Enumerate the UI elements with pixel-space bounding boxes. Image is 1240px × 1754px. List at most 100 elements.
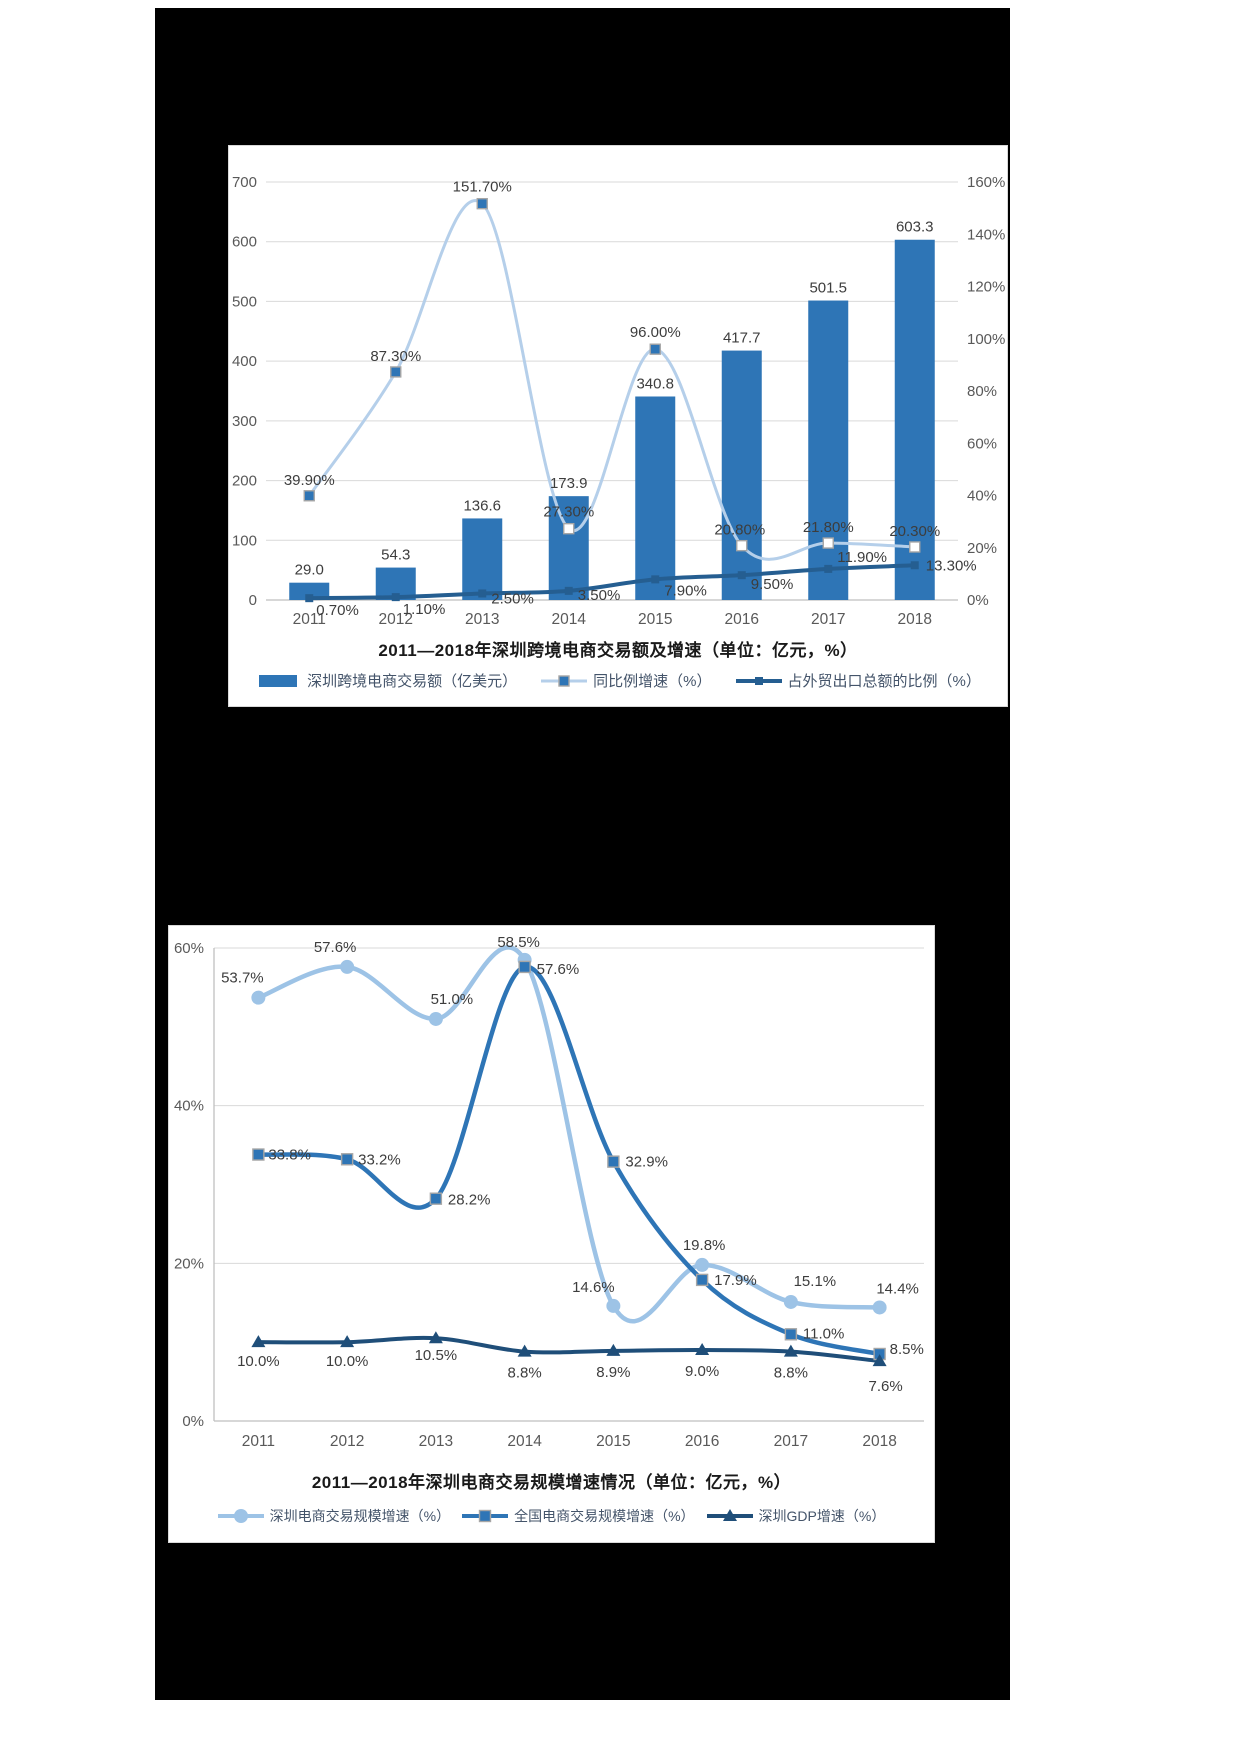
svg-text:300: 300 [232,413,257,430]
svg-text:0: 0 [249,592,257,609]
svg-text:2016: 2016 [685,1433,719,1448]
svg-text:54.3: 54.3 [381,547,410,564]
svg-text:2014: 2014 [552,611,587,628]
svg-text:2015: 2015 [596,1433,630,1448]
svg-text:2017: 2017 [811,611,845,628]
svg-text:28.2%: 28.2% [448,1192,491,1209]
svg-text:2018: 2018 [862,1433,896,1448]
svg-text:8.8%: 8.8% [774,1365,808,1382]
svg-text:53.7%: 53.7% [221,970,264,987]
svg-text:29.0: 29.0 [295,562,324,579]
svg-text:501.5: 501.5 [809,280,847,297]
svg-text:2013: 2013 [465,611,499,628]
chart2-legend-item-national-ecommerce: 全国电商交易规模增速（%） [462,1506,695,1526]
svg-text:60%: 60% [967,435,997,452]
chart2-title: 2011—2018年深圳电商交易规模增速情况（单位：亿元，%） [311,1473,792,1492]
svg-text:200: 200 [232,473,257,490]
svg-text:80%: 80% [967,383,997,400]
svg-text:0.70%: 0.70% [316,602,359,619]
chart2-legend-label-national-ecommerce: 全国电商交易规模增速（%） [514,1508,695,1524]
svg-text:8.5%: 8.5% [890,1341,924,1358]
svg-text:400: 400 [232,353,257,370]
svg-text:32.9%: 32.9% [625,1154,668,1171]
svg-text:9.0%: 9.0% [685,1363,719,1380]
svg-text:140%: 140% [967,226,1005,243]
svg-text:20%: 20% [174,1255,204,1272]
svg-text:11.0%: 11.0% [803,1325,844,1342]
svg-text:2015: 2015 [638,611,672,628]
chart1-legend-item-transactions: 深圳跨境电商交易额（亿美元） [255,670,517,691]
svg-text:120%: 120% [967,279,1005,296]
svg-text:51.0%: 51.0% [431,991,474,1008]
svg-text:11.90%: 11.90% [837,549,887,566]
svg-text:40%: 40% [967,488,997,505]
svg-text:500: 500 [232,293,257,310]
ecommerce-growth-line-chart: 0% 20% 40% 60% 2011 2012 2013 2014 2015 2016 2017 2… [174,934,924,1448]
svg-text:160%: 160% [967,174,1005,191]
svg-text:1.10%: 1.10% [403,601,446,618]
svg-text:9.50%: 9.50% [751,576,794,593]
svg-text:2012: 2012 [379,611,413,628]
bar-series-swatch-icon [259,674,298,687]
growth-line-swatch-icon [541,674,588,687]
svg-text:21.80%: 21.80% [803,519,854,536]
svg-text:600: 600 [232,234,257,251]
svg-text:20%: 20% [967,540,997,557]
svg-text:2.50%: 2.50% [491,590,534,607]
svg-text:20.80%: 20.80% [714,522,765,539]
svg-text:136.6: 136.6 [463,497,501,514]
svg-text:17.9%: 17.9% [714,1272,757,1289]
export-share-line-swatch-icon [735,676,782,685]
svg-text:87.30%: 87.30% [370,348,421,365]
svg-text:2018: 2018 [898,611,932,628]
chart1-legend-item-growth: 同比例增速（%） [541,670,712,691]
crossborder-ecommerce-chart-panel: 0 100 200 300 400 500 600 700 0% 20% 40% 60% 80% 100%… [228,145,1008,707]
svg-text:3.50%: 3.50% [578,587,621,604]
svg-text:0%: 0% [967,592,989,609]
chart1-legend: 深圳跨境电商交易额（亿美元） 同比例增速（%） 占外贸出口总额的比例（%） [229,670,1007,691]
svg-text:100: 100 [232,532,257,549]
svg-text:40%: 40% [174,1098,204,1115]
svg-text:2014: 2014 [507,1433,542,1448]
svg-text:8.9%: 8.9% [596,1364,630,1381]
svg-text:20.30%: 20.30% [889,523,940,540]
chart1-legend-label-growth: 同比例增速（%） [593,673,712,690]
svg-text:2013: 2013 [419,1433,453,1448]
svg-text:10.5%: 10.5% [415,1347,458,1364]
svg-text:27.30%: 27.30% [543,504,594,521]
svg-text:57.6%: 57.6% [314,939,357,956]
svg-text:700: 700 [232,174,257,191]
svg-text:33.8%: 33.8% [268,1147,311,1164]
svg-text:57.6%: 57.6% [537,961,580,978]
svg-text:33.2%: 33.2% [358,1151,401,1168]
chart1-legend-label-export-share: 占外贸出口总额的比例（%） [787,673,981,690]
chart1-legend-item-export-share: 占外贸出口总额的比例（%） [735,670,981,691]
chart2-legend-item-gdp: 深圳GDP增速（%） [706,1506,886,1526]
shenzhen-ecommerce-line-swatch-icon [217,1509,264,1523]
svg-text:340.8: 340.8 [636,375,674,392]
svg-text:19.8%: 19.8% [683,1237,726,1254]
national-ecommerce-line-swatch-icon [462,1509,509,1523]
svg-text:39.90%: 39.90% [284,472,335,489]
svg-text:14.6%: 14.6% [572,1279,615,1296]
svg-text:14.4%: 14.4% [876,1280,919,1297]
chart2-legend-item-shenzhen-ecommerce: 深圳电商交易规模增速（%） [217,1506,451,1526]
chart1-title: 2011—2018年深圳跨境电商交易额及增速（单位：亿元，%） [378,641,858,660]
svg-text:2016: 2016 [725,611,759,628]
gdp-line-swatch-icon [706,1509,753,1521]
svg-text:2011: 2011 [293,611,326,628]
svg-text:10.0%: 10.0% [326,1353,369,1370]
chart2-legend-label-gdp: 深圳GDP增速（%） [758,1508,886,1524]
svg-text:60%: 60% [174,940,204,957]
svg-text:2012: 2012 [330,1433,364,1448]
svg-text:15.1%: 15.1% [794,1273,837,1290]
svg-text:0%: 0% [182,1413,204,1430]
svg-text:603.3: 603.3 [896,219,934,236]
chart2-legend-label-shenzhen-ecommerce: 深圳电商交易规模增速（%） [269,1508,451,1524]
svg-text:8.8%: 8.8% [508,1365,542,1382]
svg-text:7.90%: 7.90% [664,582,707,599]
svg-text:7.6%: 7.6% [869,1378,903,1395]
svg-text:58.5%: 58.5% [497,934,540,951]
svg-text:96.00%: 96.00% [630,324,681,341]
